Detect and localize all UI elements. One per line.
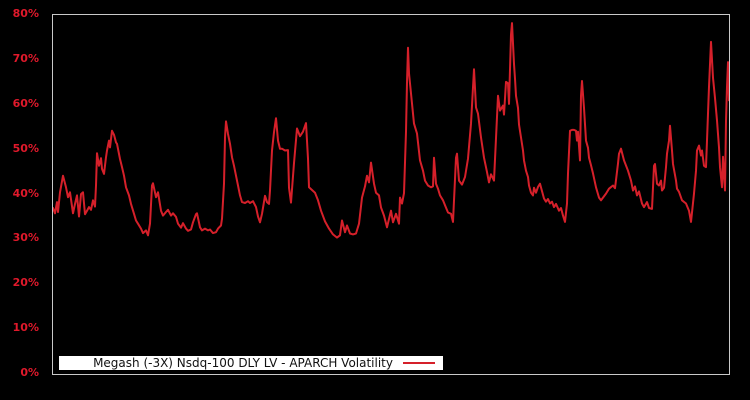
plot-area: Megash (-3X) Nsdq-100 DLY LV - APARCH Vo…: [52, 14, 730, 375]
y-axis-tick-label: 60%: [12, 96, 39, 110]
y-axis-tick-label: 40%: [12, 186, 39, 200]
y-axis-tick-label: 70%: [12, 51, 39, 65]
legend-line-sample-icon: [403, 362, 435, 364]
y-axis-tick-label: 50%: [12, 141, 39, 155]
y-axis-tick-label: 80%: [12, 7, 39, 20]
y-axis-labels: 0% 10% 20% 30% 40% 50% 60% 70% 80%: [0, 0, 46, 400]
y-axis-tick-label: 0%: [20, 366, 39, 379]
volatility-line-svg: [53, 22, 729, 239]
volatility-line: [53, 22, 729, 239]
legend: Megash (-3X) Nsdq-100 DLY LV - APARCH Vo…: [59, 356, 443, 370]
legend-label: Megash (-3X) Nsdq-100 DLY LV - APARCH Vo…: [93, 356, 393, 370]
y-axis-tick-label: 30%: [12, 231, 39, 245]
y-axis-tick-label: 10%: [12, 321, 39, 335]
y-axis-tick-label: 20%: [12, 276, 39, 290]
